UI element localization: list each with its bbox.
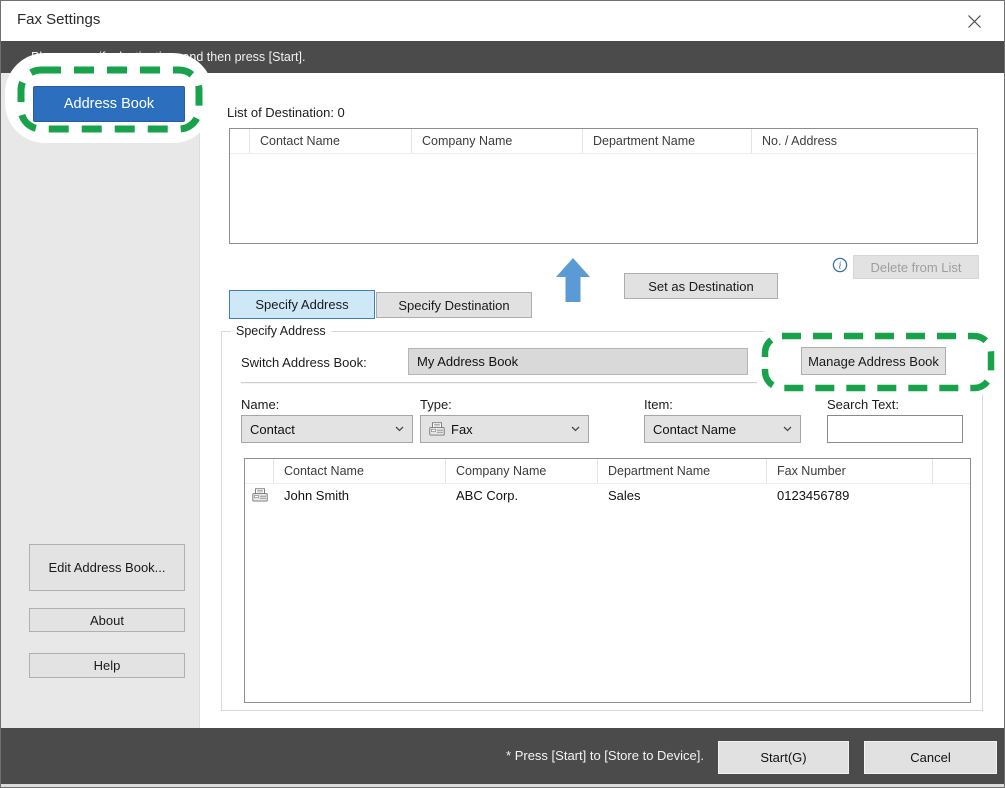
fax-icon xyxy=(429,422,445,436)
list-of-destination-label: List of Destination: 0 xyxy=(227,105,345,120)
item-dropdown[interactable]: Contact Name xyxy=(644,415,801,443)
close-icon xyxy=(967,14,981,28)
column-header-fax-number[interactable]: Fax Number xyxy=(767,459,933,483)
window-title: Fax Settings xyxy=(17,11,101,28)
move-up-arrow-icon xyxy=(556,258,590,302)
title-bar: Fax Settings xyxy=(1,1,1004,41)
column-header-company-name[interactable]: Company Name xyxy=(446,459,598,483)
contacts-list[interactable]: Contact Name Company Name Department Nam… xyxy=(244,458,971,703)
tab-specify-destination-label: Specify Destination xyxy=(398,297,510,313)
cancel-label: Cancel xyxy=(910,750,951,765)
footer-note: * Press [Start] to [Store to Device]. xyxy=(506,748,704,763)
search-text-input[interactable] xyxy=(827,415,963,443)
edit-address-book-label: Edit Address Book... xyxy=(48,560,166,575)
delete-from-list-label: Delete from List xyxy=(870,259,962,275)
switch-address-book-label: Switch Address Book: xyxy=(241,355,367,370)
contact-row[interactable]: John Smith ABC Corp. Sales 0123456789 xyxy=(245,484,970,506)
item-dropdown-value: Contact Name xyxy=(653,421,737,437)
switch-address-book-value: My Address Book xyxy=(417,354,519,369)
type-dropdown[interactable]: Fax xyxy=(420,415,589,443)
tab-specify-address-label: Specify Address xyxy=(255,297,349,312)
info-icon[interactable]: i xyxy=(832,257,848,273)
manage-address-book-button[interactable]: Manage Address Book xyxy=(801,347,946,375)
set-as-destination-button[interactable]: Set as Destination xyxy=(624,273,778,299)
manage-address-book-label: Manage Address Book xyxy=(808,353,939,369)
column-header-no-address[interactable]: No. / Address xyxy=(762,134,838,148)
destination-list-header: Contact Name Company Name Department Nam… xyxy=(230,129,977,154)
svg-text:i: i xyxy=(838,261,841,272)
start-label: Start(G) xyxy=(760,750,807,765)
item-label: Item: xyxy=(644,397,673,412)
fax-number-cell: 0123456789 xyxy=(777,487,850,503)
column-header-contact-name[interactable]: Contact Name xyxy=(274,459,446,483)
fax-icon xyxy=(245,488,274,502)
search-text-label: Search Text: xyxy=(827,397,900,412)
sidebar-item-address-book[interactable]: Address Book xyxy=(33,86,185,122)
contacts-list-header: Contact Name Company Name Department Nam… xyxy=(245,459,970,484)
edit-address-book-button[interactable]: Edit Address Book... xyxy=(29,544,185,591)
name-label: Name: xyxy=(241,397,280,412)
chevron-down-icon xyxy=(783,426,792,432)
chevron-down-icon xyxy=(571,426,580,432)
about-label: About xyxy=(90,612,124,628)
tab-specify-address[interactable]: Specify Address xyxy=(229,290,375,319)
about-button[interactable]: About xyxy=(29,608,185,632)
separator-line xyxy=(241,382,963,384)
column-header-filler xyxy=(933,459,970,483)
window-bottom-edge xyxy=(1,784,1004,787)
cancel-button[interactable]: Cancel xyxy=(864,741,997,774)
destination-list[interactable]: Contact Name Company Name Department Nam… xyxy=(229,128,978,244)
specify-address-groupbox xyxy=(221,331,983,711)
specify-address-group-title: Specify Address xyxy=(231,324,331,338)
column-header-contact-name[interactable]: Contact Name xyxy=(250,129,412,153)
close-button[interactable] xyxy=(952,1,996,41)
icon-column-header[interactable] xyxy=(245,459,274,483)
department-name-cell: Sales xyxy=(608,487,641,503)
name-dropdown[interactable]: Contact xyxy=(241,415,413,443)
type-dropdown-value: Fax xyxy=(451,421,473,437)
delete-from-list-button[interactable]: Delete from List xyxy=(853,255,979,279)
chevron-down-icon xyxy=(395,426,404,432)
set-as-destination-label: Set as Destination xyxy=(648,278,754,294)
contact-name-cell: John Smith xyxy=(284,487,350,503)
column-header-department-name[interactable]: Department Name xyxy=(583,129,752,153)
start-button[interactable]: Start(G) xyxy=(718,741,849,774)
switch-address-book-field[interactable]: My Address Book xyxy=(408,348,748,375)
help-button[interactable]: Help xyxy=(29,653,185,678)
help-label: Help xyxy=(93,658,121,673)
footer-bar xyxy=(1,728,1004,784)
column-header-company-name[interactable]: Company Name xyxy=(412,129,583,153)
company-name-cell: ABC Corp. xyxy=(456,487,519,503)
column-header-department-name[interactable]: Department Name xyxy=(598,459,767,483)
type-label: Type: xyxy=(420,397,452,412)
icon-column-header[interactable] xyxy=(230,129,250,153)
name-dropdown-value: Contact xyxy=(250,421,295,437)
tab-specify-destination[interactable]: Specify Destination xyxy=(376,292,532,318)
address-book-label: Address Book xyxy=(63,96,155,112)
